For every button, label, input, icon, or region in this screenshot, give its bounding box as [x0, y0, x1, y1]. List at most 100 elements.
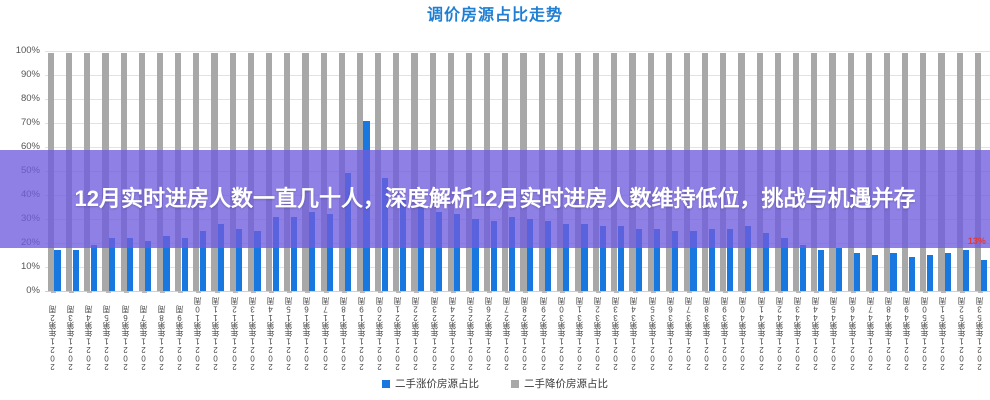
bar-price-increase	[254, 231, 261, 291]
x-axis-tick-label: 2021年第11周	[211, 297, 221, 372]
x-axis-tick-label: 2021年第51周	[938, 297, 948, 372]
x-axis-tick-label: 2021年第43周	[793, 297, 802, 372]
bar-price-increase	[417, 207, 425, 291]
x-axis-tick	[868, 291, 874, 293]
x-axis-tick-label: 2021年第36周	[665, 297, 675, 372]
x-axis-tick-label: 2021年第53周	[974, 297, 984, 372]
bar-price-increase	[599, 226, 606, 291]
gridline	[45, 291, 990, 292]
y-axis-tick-label: 70%	[20, 117, 40, 128]
bar-price-increase	[763, 233, 770, 291]
x-axis-tick	[850, 291, 856, 293]
bar-price-increase	[199, 231, 206, 291]
x-axis-tick-label: 2021年第46周	[847, 297, 857, 372]
x-axis-tick	[759, 291, 765, 293]
y-axis-tick-label: 0%	[26, 285, 40, 296]
x-axis-tick	[160, 291, 166, 293]
x-axis-labels: 2021年第2周 2021年第3周 2021年第4周 2021年第5周 2021年第6周…	[45, 291, 990, 375]
legend-label: 二手降价房源占比	[524, 378, 608, 390]
x-axis-tick-label: 2021年第50周	[920, 297, 930, 372]
x-axis-tick-label: 2021年第24周	[447, 297, 457, 372]
bar-price-increase	[872, 255, 879, 291]
x-axis-tick	[178, 291, 184, 293]
bar-price-increase	[436, 211, 443, 291]
x-axis-tick-label: 2021年第31周	[574, 297, 584, 372]
x-axis-tick-label: 2021年第49周	[902, 297, 912, 372]
legend-item[interactable]: 二手降价房源占比	[511, 376, 608, 391]
gridline	[45, 147, 990, 148]
legend-item[interactable]: 二手涨价房源占比	[382, 376, 479, 391]
gridline	[45, 267, 990, 268]
x-axis-tick	[105, 291, 111, 293]
x-axis-tick-label: 2021年第47周	[865, 297, 875, 372]
x-axis-tick	[305, 291, 311, 293]
bar-price-increase	[545, 221, 552, 291]
x-axis-tick	[886, 291, 892, 293]
x-axis-tick	[505, 291, 511, 293]
x-axis-tick-label: 2021年第37周	[683, 297, 693, 372]
bar-price-increase	[890, 252, 897, 291]
bar-price-increase	[163, 235, 170, 291]
bar-price-increase	[54, 250, 61, 291]
bar-price-increase	[926, 255, 933, 291]
x-axis-tick	[832, 291, 838, 293]
bar-price-increase	[781, 238, 788, 291]
x-axis-tick	[941, 291, 947, 293]
x-axis-tick	[777, 291, 783, 293]
bar-price-increase	[90, 245, 97, 291]
x-axis-tick-label: 2021年第39周	[720, 297, 730, 372]
bar-price-increase	[490, 221, 497, 291]
x-axis-tick-label: 2021年第17周	[320, 297, 330, 372]
chart-title: 调价房源占比走势	[426, 7, 563, 24]
x-axis-tick	[250, 291, 256, 293]
x-axis-tick-label: 2021年第2周	[47, 306, 57, 371]
y-axis-tick-label: 100%	[15, 45, 40, 56]
y-axis-tick-label: 90%	[20, 69, 40, 80]
x-axis-tick-label: 2021年第23周	[429, 297, 439, 372]
legend-swatch-icon	[511, 379, 519, 388]
x-axis-tick	[196, 291, 202, 293]
x-axis-tick-label: 2021年第33周	[611, 297, 621, 372]
x-axis-tick-label: 2021年第19周	[356, 297, 366, 372]
bar-price-increase	[617, 226, 624, 291]
x-axis-tick	[523, 291, 529, 293]
bar-price-increase	[981, 259, 988, 291]
y-axis-tick-label: 80%	[20, 93, 40, 104]
bar-price-increase	[944, 252, 952, 291]
legend-label: 二手涨价房源占比	[395, 378, 479, 390]
bar-price-increase	[454, 214, 461, 291]
bar-price-increase	[799, 245, 806, 291]
bar-price-increase	[108, 238, 116, 291]
x-axis-tick	[723, 291, 729, 293]
bar-price-increase	[127, 238, 134, 291]
x-axis-tick	[214, 291, 220, 293]
x-axis-tick-label: 2021年第10周	[193, 297, 203, 372]
bar-price-increase	[472, 219, 479, 291]
bar-price-increase	[963, 250, 970, 291]
gridline	[45, 123, 990, 124]
x-axis-tick	[541, 291, 547, 293]
x-axis-tick-label: 2021年第45周	[829, 297, 839, 372]
x-axis-tick	[468, 291, 474, 293]
x-axis-tick-label: 2021年第13周	[247, 297, 257, 372]
bar-price-increase	[854, 252, 861, 291]
bar-price-increase	[563, 223, 570, 291]
y-axis-tick-label: 10%	[20, 261, 40, 272]
bar-price-increase	[635, 228, 643, 291]
x-axis-tick-label: 2021年第15周	[284, 297, 294, 372]
promo-overlay-text: 12月实时进房人数一直几十人，深度解析12月实时进房人数维持低位，挑战与机遇并存	[74, 186, 916, 211]
bar-price-increase	[835, 247, 843, 291]
x-axis-tick	[578, 291, 584, 293]
x-axis-tick	[596, 291, 602, 293]
x-axis-tick	[632, 291, 638, 293]
bar-price-increase	[145, 240, 152, 291]
x-axis-tick-label: 2021年第8周	[156, 306, 166, 371]
legend-swatch-icon	[382, 379, 390, 388]
x-axis-tick	[287, 291, 293, 293]
x-axis-tick-label: 2021年第38周	[702, 297, 712, 372]
x-axis-tick-label: 2021年第26周	[484, 297, 494, 372]
x-axis-tick-label: 2021年第14周	[265, 297, 275, 372]
bar-price-increase	[690, 231, 697, 291]
x-axis-tick-label: 2021年第28周	[520, 297, 530, 372]
